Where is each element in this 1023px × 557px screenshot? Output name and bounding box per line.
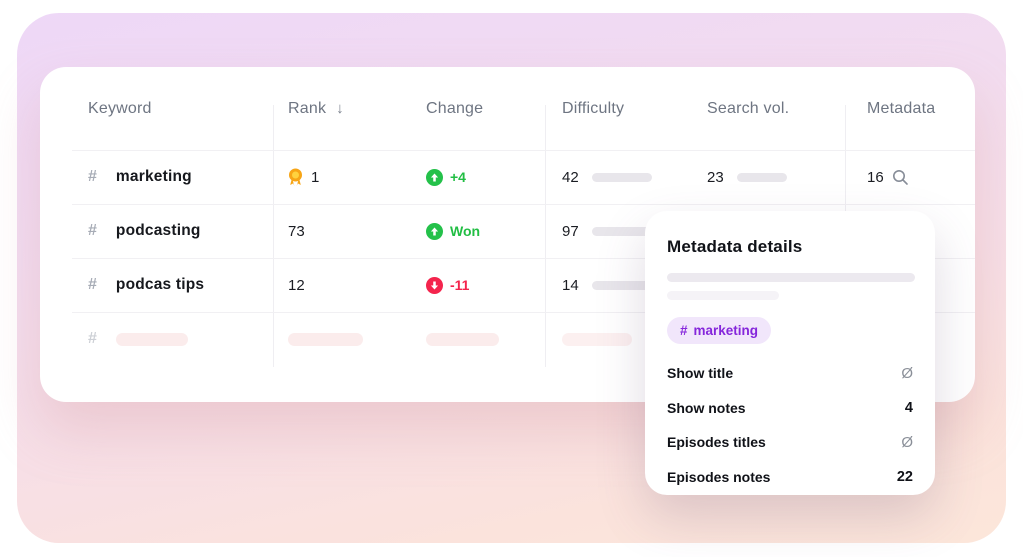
- empty-value-icon: Ø: [901, 364, 913, 382]
- metadata-details-popover: Metadata details # marketing Show title …: [645, 211, 935, 495]
- metadata-count: 16: [867, 168, 884, 186]
- keyword-label: podcasting: [115, 222, 201, 239]
- column-header-difficulty[interactable]: Difficulty: [545, 67, 703, 150]
- skeleton-difficulty-cell: [545, 312, 703, 366]
- arrow-up-circle-icon: [426, 222, 443, 240]
- keyword-cell[interactable]: # podcas tips: [40, 258, 273, 312]
- column-header-label: Search vol.: [707, 99, 790, 117]
- skeleton-keyword-cell: #: [40, 312, 273, 366]
- difficulty-cell: 97: [545, 204, 703, 258]
- list-item: Episodes notes 22: [667, 460, 913, 495]
- column-divider: [273, 105, 274, 367]
- row-divider: [72, 150, 975, 151]
- popover-title: Metadata details: [667, 237, 803, 256]
- stat-label: Show title: [667, 365, 734, 382]
- keyword-tag-chip[interactable]: # marketing: [667, 317, 772, 344]
- rank-cell: 1: [273, 150, 424, 204]
- skeleton-bar: [426, 332, 499, 346]
- difficulty-bar: [591, 280, 652, 290]
- medal-icon: [288, 168, 303, 187]
- difficulty-bar: [591, 226, 652, 236]
- stat-label: Episodes notes: [667, 468, 771, 485]
- column-divider: [545, 105, 546, 367]
- change-value: -11: [450, 277, 470, 293]
- change-cell: +4: [424, 150, 545, 204]
- change-value: +4: [450, 169, 466, 185]
- keyword-label: marketing: [115, 168, 192, 185]
- column-header-label: Keyword: [88, 99, 152, 117]
- column-header-keyword[interactable]: Keyword: [40, 67, 273, 150]
- stat-label: Episodes titles: [667, 434, 766, 451]
- skeleton-bar-small: [667, 291, 779, 300]
- column-header-change[interactable]: Change: [424, 67, 545, 150]
- skeleton-bar: [115, 332, 188, 346]
- arrow-up-circle-icon: [426, 168, 443, 186]
- change-value: Won: [450, 223, 481, 239]
- hash-icon: #: [88, 168, 97, 185]
- row-divider: [72, 312, 975, 313]
- difficulty-cell: 14: [545, 258, 703, 312]
- row-divider: [72, 258, 975, 259]
- list-item: Show title Ø: [667, 356, 913, 391]
- column-header-label: Rank: [288, 99, 327, 117]
- column-header-label: Difficulty: [562, 99, 625, 117]
- skeleton-bar: [288, 332, 363, 346]
- keyword-cell[interactable]: # podcasting: [40, 204, 273, 258]
- search-vol-bar: [736, 172, 787, 182]
- search-vol-value: 23: [707, 168, 724, 186]
- rank-cell: 12: [273, 258, 424, 312]
- stat-label: Show notes: [667, 399, 746, 416]
- rank-value: 12: [288, 276, 305, 294]
- row-divider: [72, 204, 975, 205]
- column-header-label: Metadata: [867, 99, 936, 117]
- list-item: Show notes 4: [667, 391, 913, 426]
- rank-value: 73: [288, 222, 305, 240]
- change-cell: -11: [424, 258, 545, 312]
- skeleton-change-cell: [424, 312, 545, 366]
- magnifier-icon[interactable]: [892, 169, 909, 186]
- column-header-search-vol[interactable]: Search vol.: [703, 67, 845, 150]
- stat-value: 4: [904, 399, 913, 416]
- arrow-down-circle-icon: [426, 276, 443, 294]
- sort-arrow-down-icon[interactable]: ↓: [336, 100, 344, 117]
- difficulty-value: 97: [562, 222, 579, 240]
- keyword-tag-label: marketing: [693, 323, 759, 338]
- hash-icon: #: [88, 222, 97, 239]
- search-vol-cell: 23: [703, 150, 845, 204]
- keyword-label: podcas tips: [115, 276, 205, 293]
- rank-cell: 73: [273, 204, 424, 258]
- list-item: Episodes titles Ø: [667, 425, 913, 460]
- column-header-rank[interactable]: Rank ↓: [273, 67, 424, 150]
- keyword-table: Keyword Rank ↓ Change Difficulty Search …: [40, 67, 975, 402]
- column-header-metadata[interactable]: Metadata: [845, 67, 975, 150]
- hash-icon: #: [680, 323, 688, 338]
- change-cell: Won: [424, 204, 545, 258]
- difficulty-value: 14: [562, 276, 579, 294]
- rank-value: 1: [311, 168, 320, 186]
- hash-icon: #: [88, 330, 97, 347]
- difficulty-value: 42: [562, 168, 579, 186]
- metadata-cell[interactable]: 16: [845, 150, 975, 204]
- stat-value: 22: [896, 468, 913, 485]
- metadata-stats-list: Show title Ø Show notes 4 Episodes title…: [667, 356, 913, 494]
- hash-icon: #: [88, 276, 97, 293]
- skeleton-bar: [562, 332, 632, 346]
- keyword-cell[interactable]: # marketing: [40, 150, 273, 204]
- column-header-label: Change: [426, 99, 484, 117]
- skeleton-rank-cell: [273, 312, 424, 366]
- difficulty-bar: [591, 172, 652, 182]
- difficulty-cell: 42: [545, 150, 703, 204]
- skeleton-bar-wide: [667, 273, 915, 282]
- empty-value-icon: Ø: [901, 433, 913, 451]
